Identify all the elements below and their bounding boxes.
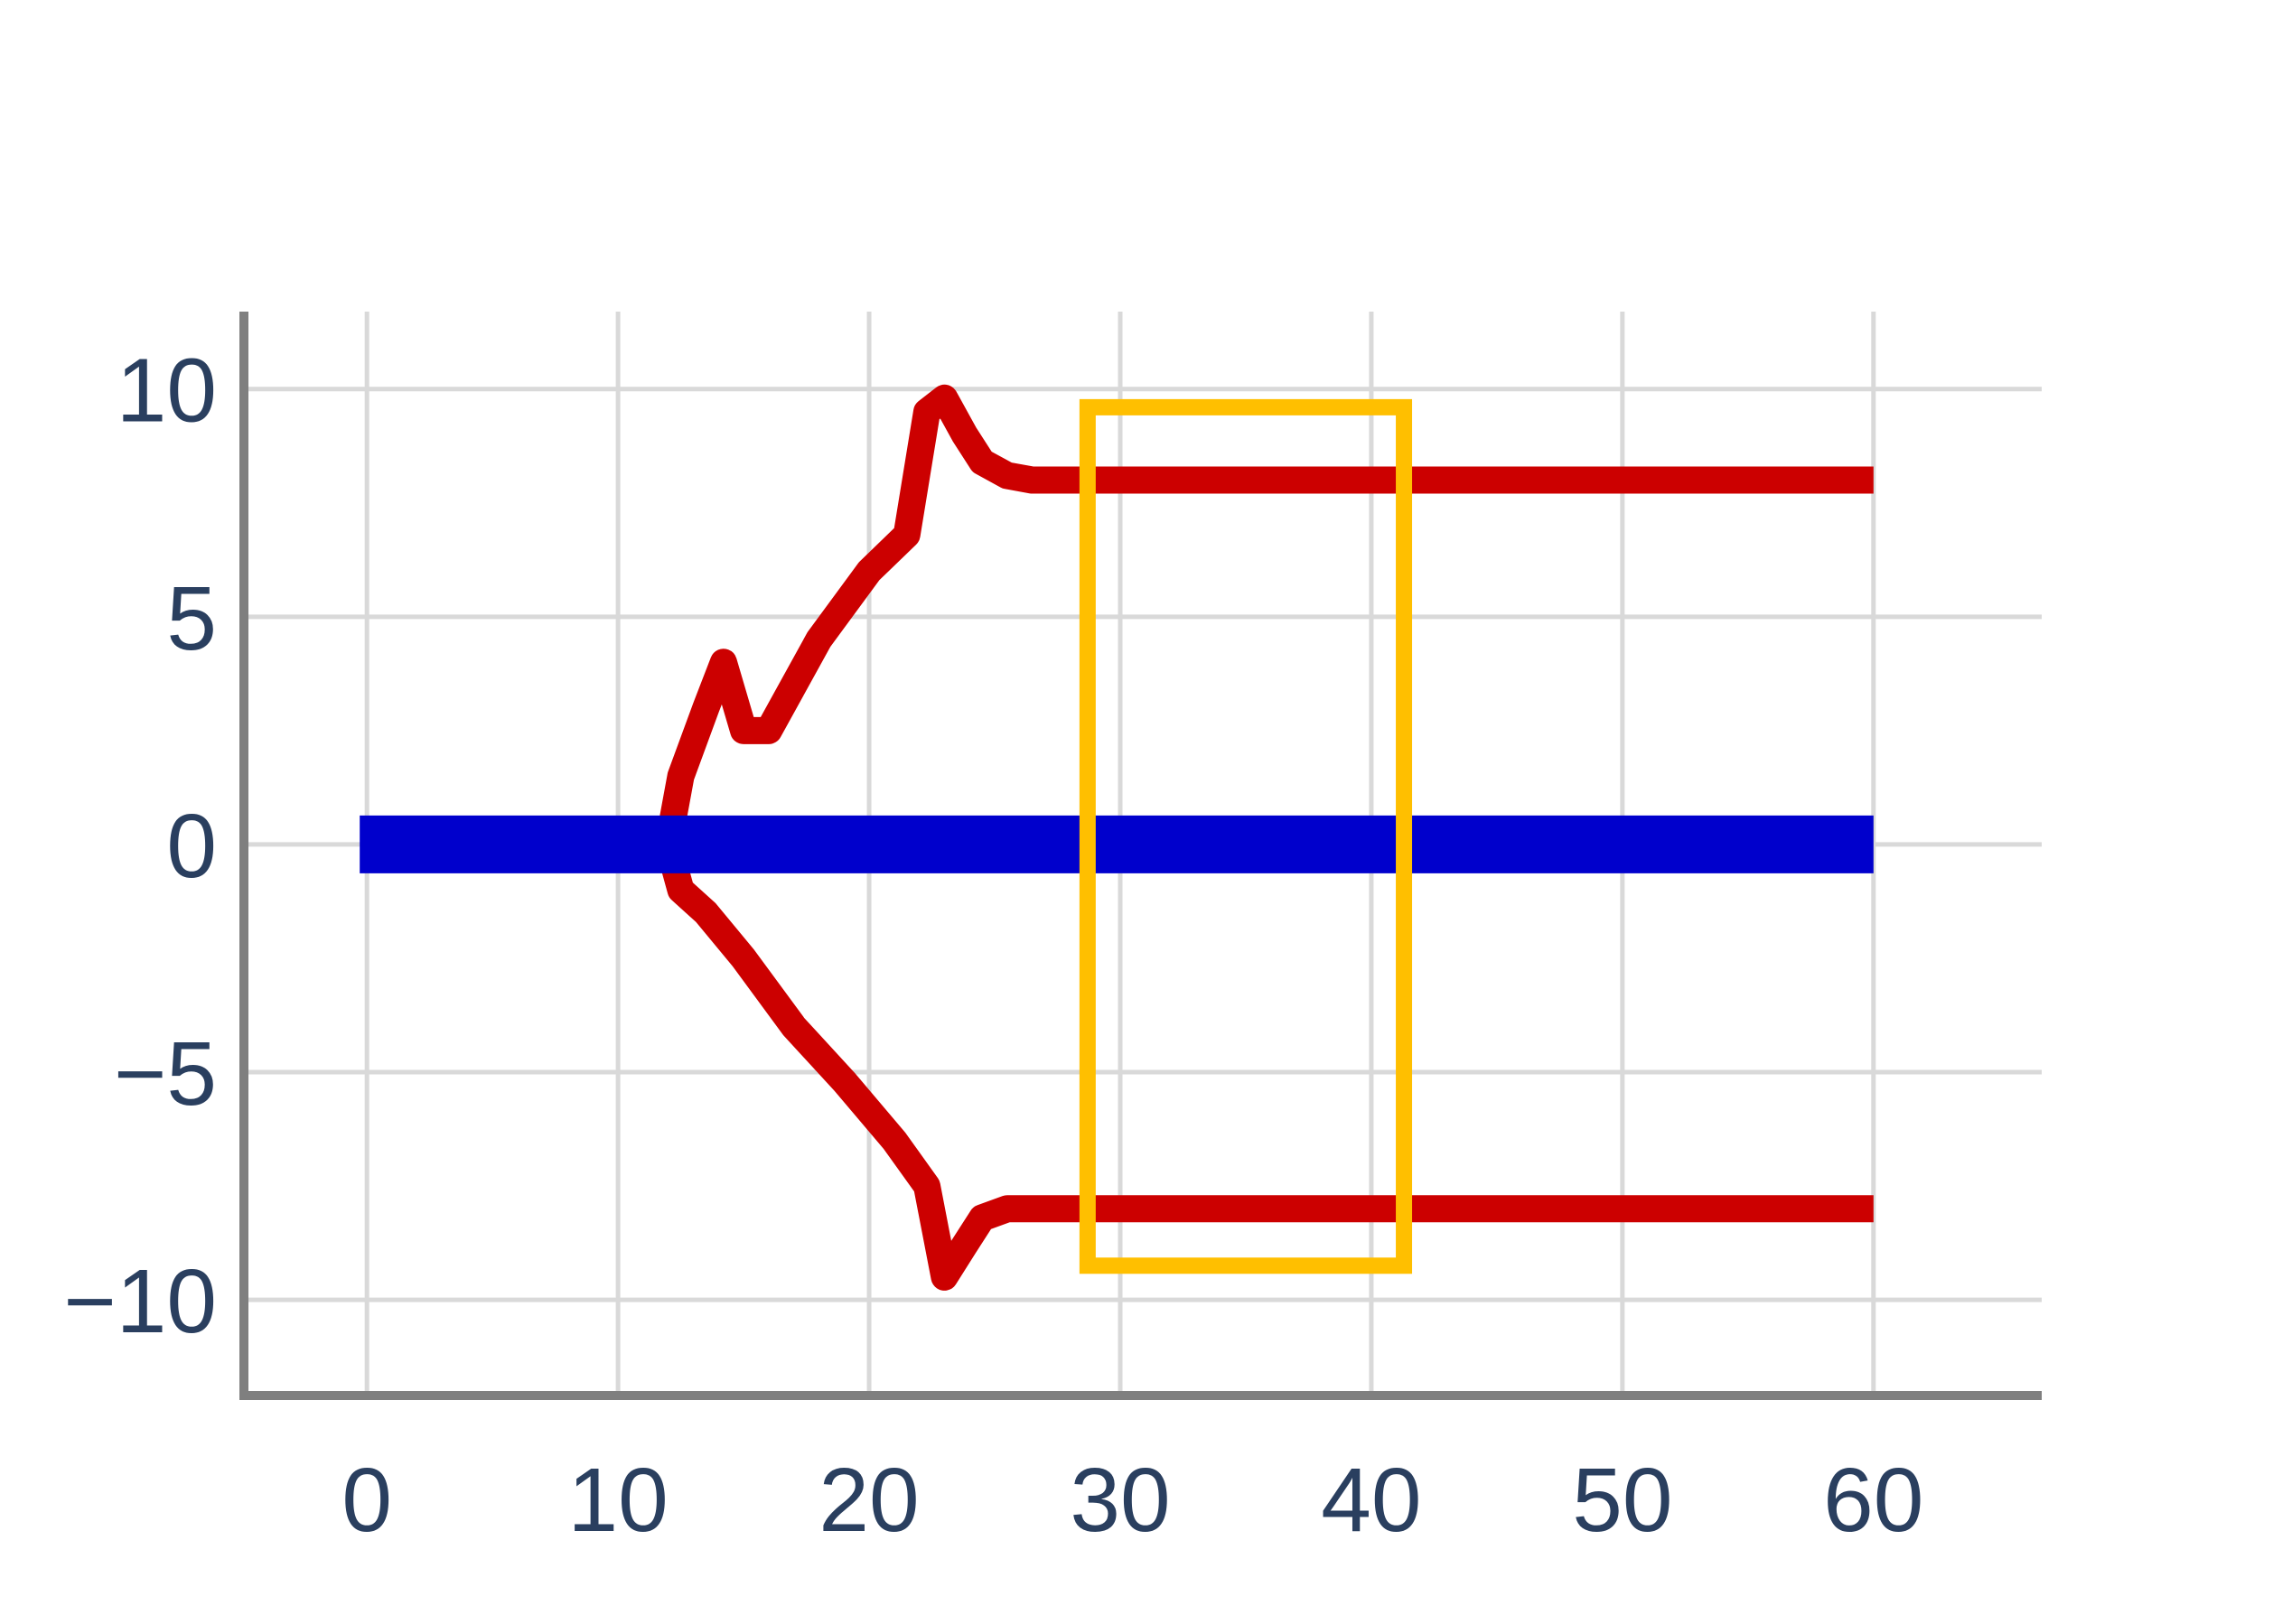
y-tick-label: 5 <box>166 568 217 669</box>
x-tick-label: 40 <box>1321 1450 1421 1551</box>
y-tick-label: 0 <box>166 796 217 897</box>
y-tick-label: −5 <box>114 1023 217 1125</box>
series-group <box>360 384 1874 1291</box>
y-tick-label: 10 <box>117 341 217 442</box>
x-tick-label: 50 <box>1572 1450 1672 1551</box>
annotation-group <box>1079 398 1413 1274</box>
x-tick-label: 60 <box>1823 1450 1923 1551</box>
x-tick-label: 0 <box>341 1450 392 1551</box>
y-tick-label: −10 <box>63 1251 217 1352</box>
highlight-box <box>1079 398 1413 1274</box>
x-tick-label: 20 <box>818 1450 919 1551</box>
x-tick-label: 10 <box>568 1450 669 1551</box>
axes <box>239 312 2042 1400</box>
x-tick-label: 30 <box>1070 1450 1170 1551</box>
